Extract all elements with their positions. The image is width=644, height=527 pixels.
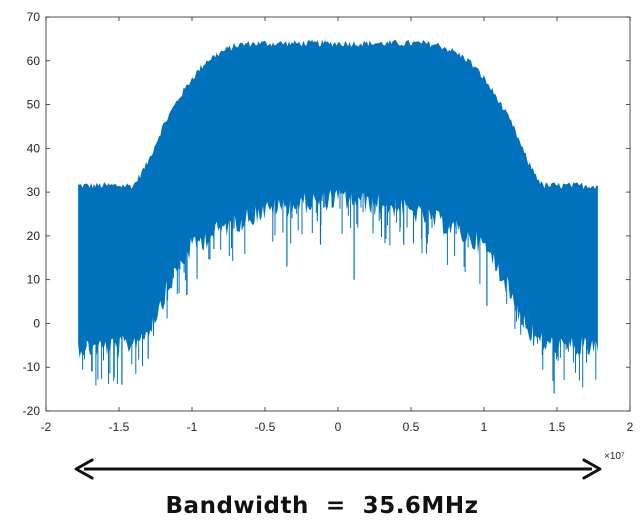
y-axis: -20 -10 0 10 20 30 40 50 60 70 [23, 10, 630, 418]
x-axis: -2 -1.5 -1 -0.5 0 0.5 1 1.5 2 [41, 17, 634, 434]
y-tick-label: 20 [27, 229, 41, 243]
x-tick-label: -2 [41, 420, 52, 434]
y-tick-label: 50 [27, 98, 41, 112]
y-tick-label: -10 [23, 360, 41, 374]
x-tick-label: -1 [187, 420, 198, 434]
x-tick-label: 0.5 [403, 420, 420, 434]
plot-area [45, 16, 631, 412]
x-tick-label: 2 [627, 420, 634, 434]
spectrum-series [78, 39, 598, 359]
bandwidth-annotation: Bandwidth = 35.6MHz [165, 493, 479, 519]
x-tick-label: 0 [335, 420, 342, 434]
arrow-head-right [582, 458, 602, 480]
bandwidth-arrow [74, 458, 602, 480]
arrow-head-left [74, 458, 94, 480]
x-tick-label: 1.5 [549, 420, 566, 434]
y-tick-label: -20 [23, 404, 41, 418]
y-tick-label: 0 [33, 316, 40, 330]
y-tick-label: 30 [27, 185, 41, 199]
x-exponent-label: ×10⁷ [604, 451, 625, 462]
spectrum-spikes [82, 179, 597, 394]
x-tick-label: 1 [481, 420, 488, 434]
x-tick-label: -1.5 [109, 420, 130, 434]
y-tick-label: 70 [27, 10, 41, 24]
y-tick-label: 40 [27, 141, 41, 155]
x-tick-label: -0.5 [255, 420, 276, 434]
y-tick-label: 60 [27, 54, 41, 68]
y-tick-label: 10 [27, 273, 41, 287]
